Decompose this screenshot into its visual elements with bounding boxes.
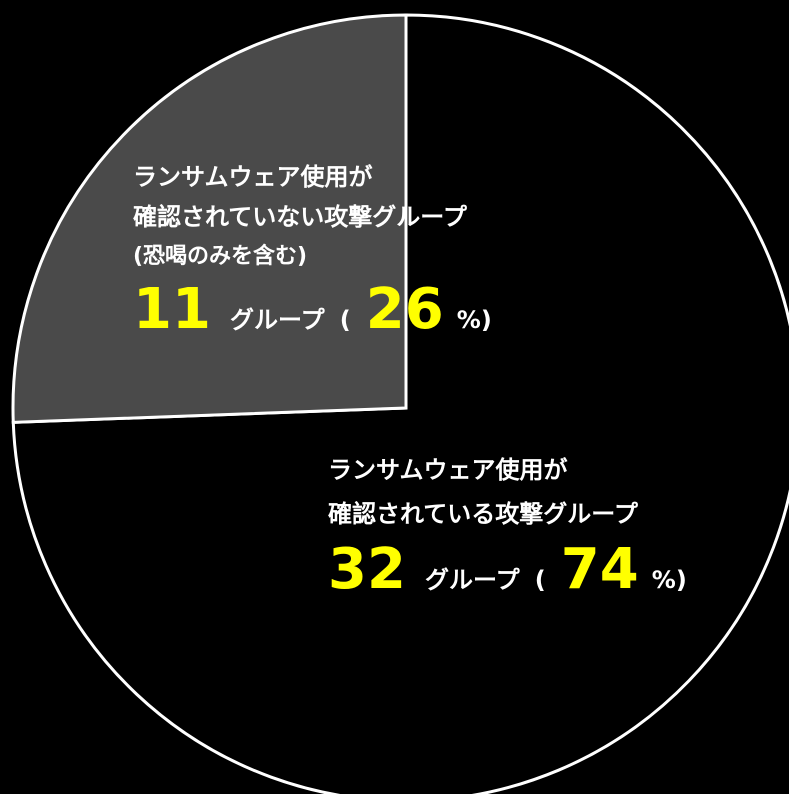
slice-0-count-value: 11	[133, 277, 211, 342]
slice-0-label-line-1: 確認されていない攻撃グループ	[133, 203, 468, 231]
slice-0-label-line-2: (恐喝のみを含む)	[133, 243, 307, 269]
slice-1-count-value: 32	[328, 537, 406, 602]
slice-1-percent-unit: %)	[652, 566, 687, 594]
slice-0-percent-value: 26	[366, 277, 444, 342]
slice-1-paren-open: (	[535, 566, 546, 594]
slice-1-label-line-0: ランサムウェア使用が	[328, 456, 568, 484]
slice-label-confirmed: ランサムウェア使用が 確認されている攻撃グループ 32 グループ ( 74 %)	[328, 456, 687, 602]
pie-slices	[11, 13, 789, 794]
pie-slice-unconfirmed	[11, 13, 408, 424]
pie-slice-confirmed	[11, 13, 789, 794]
slice-1-percent-value: 74	[561, 537, 639, 602]
slice-1-count-line: 32 グループ ( 74 %)	[328, 537, 687, 602]
slice-0-paren-open: (	[340, 306, 351, 334]
slice-0-count-unit: グループ	[230, 306, 326, 334]
slice-0-count-line: 11 グループ ( 26 %)	[133, 277, 492, 342]
slice-1-label-line-1: 確認されている攻撃グループ	[328, 500, 639, 528]
slice-1-count-unit: グループ	[425, 566, 521, 594]
slice-0-label-line-0: ランサムウェア使用が	[133, 163, 373, 191]
slice-label-unconfirmed: ランサムウェア使用が 確認されていない攻撃グループ (恐喝のみを含む) 11 グ…	[133, 163, 492, 342]
slice-0-percent-unit: %)	[457, 306, 492, 334]
